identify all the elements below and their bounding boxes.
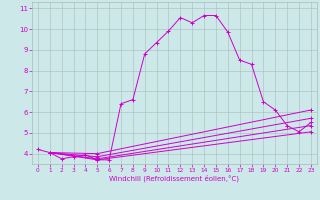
- X-axis label: Windchill (Refroidissement éolien,°C): Windchill (Refroidissement éolien,°C): [109, 175, 239, 182]
